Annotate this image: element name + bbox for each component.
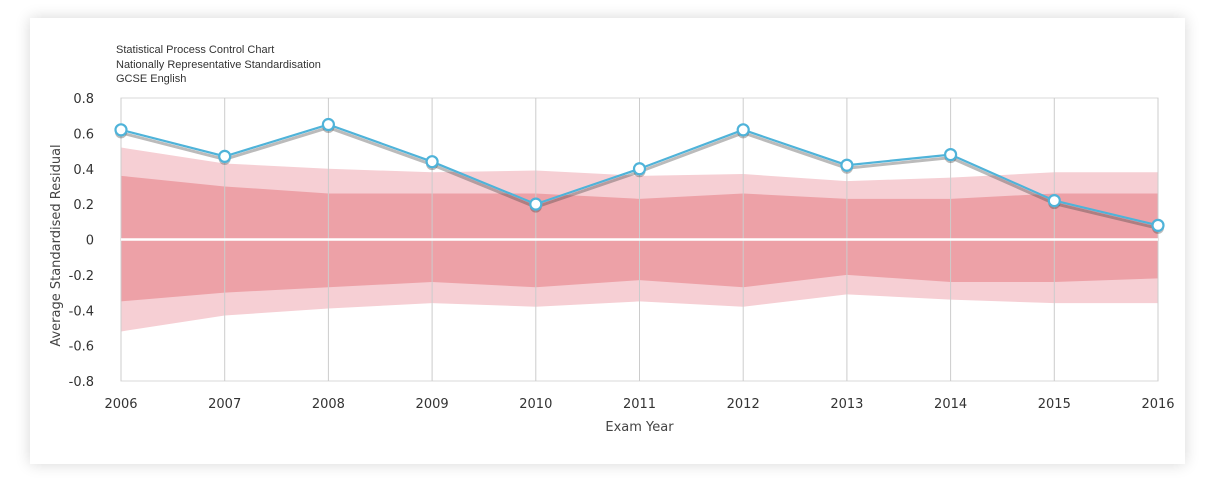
y-tick-label: -0.4 <box>69 304 94 319</box>
x-tick-label-2009: 2009 <box>416 397 449 412</box>
data-point-2009 <box>425 155 439 169</box>
x-tick-label-2011: 2011 <box>623 397 656 412</box>
data-point-2016 <box>1151 218 1165 232</box>
x-tick-label-2014: 2014 <box>934 397 967 412</box>
data-point-2012 <box>736 123 750 137</box>
data-point-2013 <box>840 158 854 172</box>
data-point-2015 <box>1047 193 1061 208</box>
chart-title-block: Statistical Process Control Chart Nation… <box>116 43 321 87</box>
y-tick-label: 0.8 <box>73 92 94 107</box>
y-tick-label: -0.2 <box>69 269 94 284</box>
data-point-2007 <box>218 149 232 163</box>
y-axis-title: Average Standardised Residual <box>49 144 64 346</box>
x-tick-label-2015: 2015 <box>1038 397 1071 412</box>
data-point-2006 <box>114 123 128 137</box>
x-tick-label-2016: 2016 <box>1141 397 1174 412</box>
y-tick-label: 0 <box>86 234 94 249</box>
y-tick-label: -0.8 <box>69 375 94 390</box>
y-tick-label: 0.4 <box>73 163 94 178</box>
x-tick-label-2012: 2012 <box>727 397 760 412</box>
x-tick-label-2006: 2006 <box>104 397 137 412</box>
x-axis-title: Exam Year <box>605 420 674 435</box>
x-tick-label-2013: 2013 <box>830 397 863 412</box>
y-tick-label: 0.6 <box>73 127 94 142</box>
y-tick-label: 0.2 <box>73 198 94 213</box>
data-point-2011 <box>632 162 647 176</box>
x-tick-label-2008: 2008 <box>312 397 345 412</box>
chart-subtitle-1: Nationally Representative Standardisatio… <box>116 58 321 71</box>
data-point-2010 <box>529 197 543 211</box>
chart-title: Statistical Process Control Chart <box>116 44 275 56</box>
chart-subtitle-2: GCSE English <box>116 73 187 85</box>
data-point-2014 <box>943 148 958 162</box>
x-tick-label-2010: 2010 <box>519 397 552 412</box>
data-point-2008 <box>321 117 335 132</box>
y-tick-label: -0.6 <box>69 340 94 355</box>
x-tick-label-2007: 2007 <box>208 397 241 412</box>
